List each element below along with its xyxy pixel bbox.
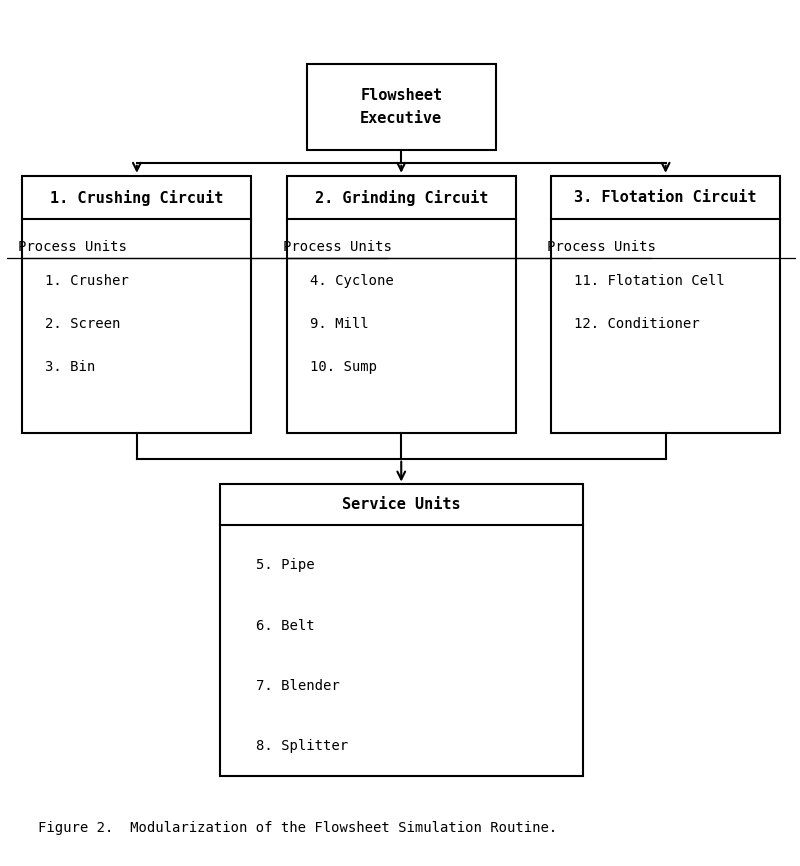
Text: 10. Sump: 10. Sump xyxy=(310,359,377,374)
Text: 9. Mill: 9. Mill xyxy=(310,317,368,331)
Text: 1. Crushing Circuit: 1. Crushing Circuit xyxy=(50,190,223,205)
Bar xyxy=(22,176,251,433)
Text: 5. Pipe: 5. Pipe xyxy=(256,559,314,572)
Text: 6. Belt: 6. Belt xyxy=(256,618,314,632)
Bar xyxy=(220,484,582,776)
Text: Figure 2.  Modularization of the Flowsheet Simulation Routine.: Figure 2. Modularization of the Flowshee… xyxy=(38,820,558,835)
Text: 7. Blender: 7. Blender xyxy=(256,679,340,693)
Bar xyxy=(287,176,516,433)
Text: Service Units: Service Units xyxy=(342,497,461,513)
Text: 3. Flotation Circuit: 3. Flotation Circuit xyxy=(574,190,757,205)
Text: 1. Crusher: 1. Crusher xyxy=(46,275,129,288)
Bar xyxy=(306,64,496,150)
Text: 11. Flotation Cell: 11. Flotation Cell xyxy=(574,275,725,288)
Text: Process Units: Process Units xyxy=(547,240,656,255)
Text: Process Units: Process Units xyxy=(282,240,391,255)
Text: Process Units: Process Units xyxy=(18,240,127,255)
Text: 2. Grinding Circuit: 2. Grinding Circuit xyxy=(314,190,488,205)
Text: 4. Cyclone: 4. Cyclone xyxy=(310,275,394,288)
Text: 12. Conditioner: 12. Conditioner xyxy=(574,317,700,331)
Text: 3. Bin: 3. Bin xyxy=(46,359,95,374)
Text: Flowsheet
Executive: Flowsheet Executive xyxy=(360,88,442,126)
Bar xyxy=(551,176,780,433)
Text: 8. Splitter: 8. Splitter xyxy=(256,739,348,753)
Text: 2. Screen: 2. Screen xyxy=(46,317,121,331)
